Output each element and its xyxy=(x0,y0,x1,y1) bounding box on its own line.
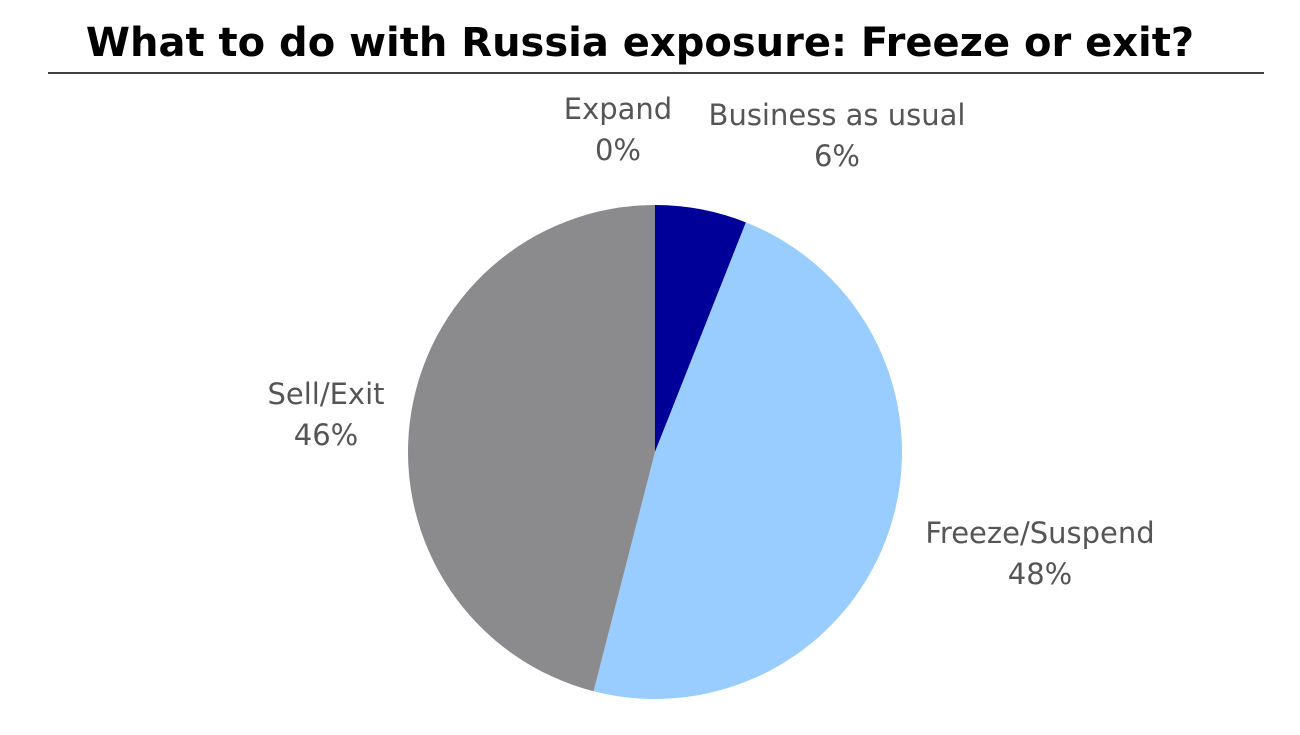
slice-value-label: 46% xyxy=(294,418,358,452)
pie-slice xyxy=(407,205,655,692)
slice-label: Business as usual xyxy=(709,98,966,132)
slice-value-label: 48% xyxy=(1008,557,1072,591)
slice-value-label: 6% xyxy=(814,139,860,173)
chart-title: What to do with Russia exposure: Freeze … xyxy=(86,20,1194,66)
slice-label: Sell/Exit xyxy=(267,377,384,411)
pie-slice xyxy=(593,222,903,699)
pie-slice xyxy=(655,205,746,452)
slice-label: Freeze/Suspend xyxy=(925,516,1154,550)
slice-label: Expand xyxy=(564,92,672,126)
slice-value-label: 0% xyxy=(595,133,641,167)
